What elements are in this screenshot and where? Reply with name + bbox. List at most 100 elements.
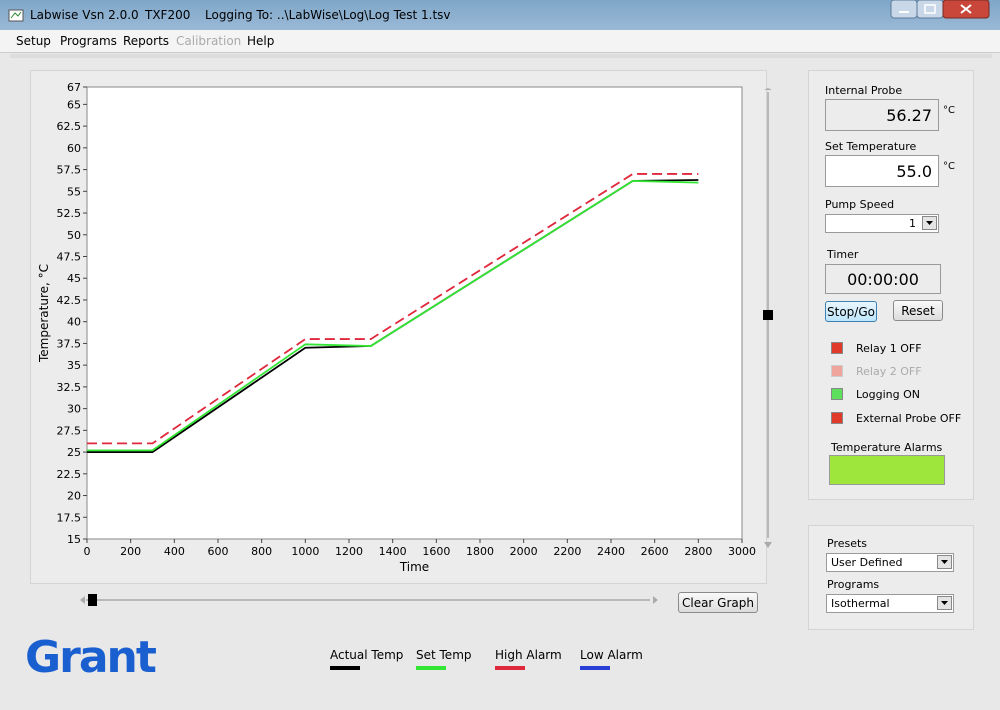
indicator-label: External Probe OFF — [856, 412, 962, 425]
label: Internal Probe — [825, 84, 903, 97]
horizontal-slider[interactable] — [80, 593, 660, 607]
legend-label: Actual Temp — [330, 648, 404, 662]
arrow — [941, 601, 948, 605]
x-tick-label: 2000 — [510, 545, 538, 558]
led — [831, 342, 843, 354]
y-tick-label: 55 — [67, 185, 81, 198]
y-tick-label: 37.5 — [57, 337, 82, 350]
stop-go-button[interactable]: Stop/Go — [825, 301, 877, 322]
slider-track — [80, 594, 658, 606]
y-tick-label: 67 — [67, 81, 81, 94]
x-tick-label: 400 — [164, 545, 185, 558]
y-tick-label: 22.5 — [57, 468, 82, 481]
indicator-label: Logging ON — [856, 388, 921, 401]
arrow — [926, 221, 933, 225]
led — [831, 365, 843, 377]
x-tick-label: 1200 — [335, 545, 363, 558]
legend-item: Actual Temp — [330, 648, 403, 670]
maximize-button[interactable] — [916, 0, 944, 19]
presets-dropdown[interactable]: User Defined — [826, 553, 954, 572]
y-tick-label: 52.5 — [57, 207, 82, 220]
y-tick-label: 27.5 — [57, 424, 82, 437]
menu-item[interactable]: Calibration — [176, 34, 242, 48]
app-name: Labwise Vsn 2.0.0 — [30, 8, 139, 22]
menu-item[interactable]: Programs — [60, 34, 117, 48]
x-tick-label: 2600 — [641, 545, 669, 558]
window-buttons — [890, 0, 990, 19]
y-tick-label: 20 — [67, 490, 81, 503]
unit: °C — [943, 161, 955, 172]
programs-dropdown[interactable]: Isothermal — [826, 594, 954, 613]
y-tick-label: 50 — [67, 229, 81, 242]
y-tick-label: 62.5 — [57, 120, 82, 133]
x-tick-label: 800 — [251, 545, 272, 558]
title-bar: Labwise Vsn 2.0.0 TXF200 Logging To: ..\… — [0, 0, 1000, 30]
reset-button[interactable]: Reset — [893, 300, 943, 321]
separator — [10, 54, 992, 58]
legend-item: Set Temp — [416, 648, 472, 670]
led — [831, 412, 843, 424]
y-tick-label: 60 — [67, 142, 81, 155]
y-tick-label: 17.5 — [57, 511, 82, 524]
chart: 15 17.5 20 22.5 25 27.5 30 32.5 35 37.5 40 42.5 45 47… — [37, 81, 756, 574]
app-icon — [8, 9, 24, 22]
logo: Grant — [25, 632, 157, 683]
arrow — [941, 560, 948, 564]
y-tick-label: 32.5 — [57, 381, 82, 394]
unit: °C — [943, 105, 955, 116]
label: Set Temperature — [825, 140, 917, 153]
legend-label: Set Temp — [416, 648, 472, 662]
x-tick-label: 1600 — [422, 545, 450, 558]
indicator-label: Relay 1 OFF — [856, 342, 922, 355]
legend-label: Low Alarm — [580, 648, 643, 662]
presets-panel: Presets User Defined Programs Isothermal — [808, 525, 974, 630]
internal-probe-display: 56.27 — [825, 99, 939, 131]
clear-graph-button[interactable]: Clear Graph — [678, 592, 758, 613]
y-tick-label: 45 — [67, 272, 81, 285]
x-tick-label: 0 — [84, 545, 91, 558]
plot-area — [86, 86, 743, 540]
x-axis-label: Time — [399, 560, 429, 574]
value: Isothermal — [831, 597, 890, 610]
minimize-button[interactable] — [890, 0, 918, 19]
y-tick-label: 65 — [67, 98, 81, 111]
legend-swatch — [416, 666, 446, 670]
legend-swatch — [330, 666, 360, 670]
menu-bar: Setup Programs Reports Calibration Help — [0, 30, 1000, 53]
series-line — [87, 173, 699, 445]
y-tick-label: 47.5 — [57, 251, 82, 264]
legend-swatch — [495, 666, 525, 670]
device-name: TXF200 — [145, 8, 191, 22]
x-tick-label: 2200 — [553, 545, 581, 558]
y-tick-label: 30 — [67, 403, 81, 416]
y-tick-label: 40 — [67, 316, 81, 329]
timer-display: 00:00:00 — [825, 264, 941, 294]
menu-item[interactable]: Help — [247, 34, 275, 48]
y-tick-label: 25 — [67, 446, 81, 459]
dropdown-button — [922, 216, 937, 230]
y-tick-label: 42.5 — [57, 294, 82, 307]
value: 1 — [909, 217, 916, 230]
indicator-label: Relay 2 OFF — [856, 365, 922, 378]
pump-speed-dropdown[interactable]: 1 — [825, 214, 939, 233]
label: Temperature Alarms — [831, 441, 943, 454]
menu-item[interactable]: Reports — [123, 34, 170, 48]
y-tick-label: 57.5 — [57, 164, 82, 177]
value: User Defined — [831, 556, 903, 569]
menu-item[interactable]: Setup — [16, 34, 51, 48]
x-tick-label: 1400 — [379, 545, 407, 558]
legend-item: Low Alarm — [580, 648, 643, 670]
legend-label: High Alarm — [495, 648, 562, 662]
set-temperature-input[interactable]: 55.0 — [825, 155, 939, 187]
logging-path: Logging To: ..\LabWise\Log\Log Test 1.ts… — [205, 8, 451, 22]
alarm-indicator — [829, 455, 945, 485]
x-tick-label: 200 — [120, 545, 141, 558]
x-tick-label: 1000 — [291, 545, 319, 558]
close-button[interactable] — [942, 0, 990, 19]
label: Pump Speed — [825, 198, 895, 211]
x-tick-label: 600 — [208, 545, 229, 558]
series-line — [87, 179, 699, 452]
vertical-slider[interactable] — [762, 88, 773, 548]
y-tick-label: 15 — [67, 533, 81, 546]
